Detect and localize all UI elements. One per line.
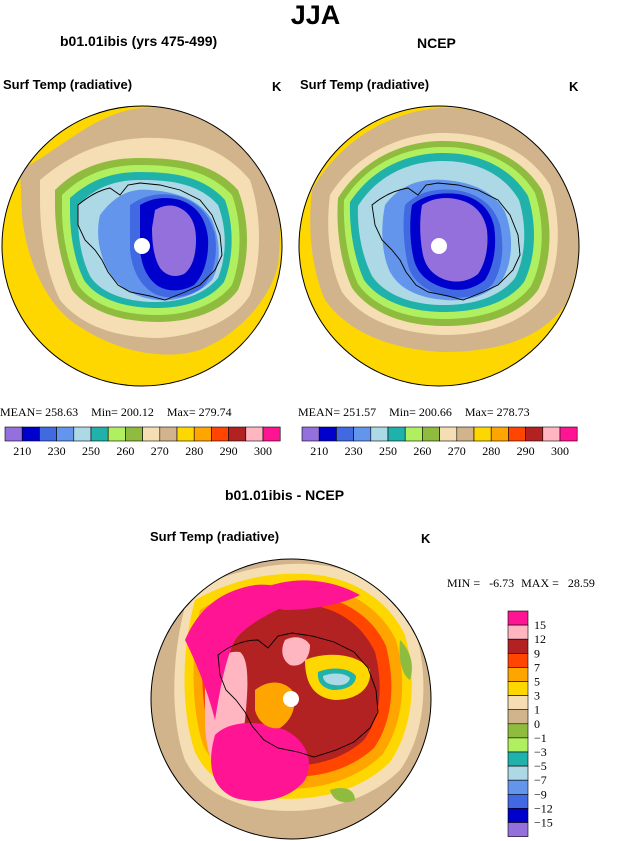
model-colorbar-tick-label: 250 — [82, 444, 100, 458]
model-max-value: 279.74 — [198, 405, 232, 419]
model-colorbar-tick-label: 230 — [48, 444, 66, 458]
diff-colorbar-tick-label: 3 — [534, 689, 540, 703]
diff-colorbar-tick-label: −9 — [534, 787, 547, 801]
diff-colorbar-tick-label: 9 — [534, 646, 540, 660]
diff-min-label: MIN = — [447, 576, 481, 590]
model-min-label: Min= — [91, 405, 118, 419]
diff-colorbar-tick-label: −15 — [534, 816, 553, 830]
model-colorbar-tick-label: 260 — [116, 444, 134, 458]
diff-max-label: MAX = — [521, 576, 559, 590]
model-colorbar-swatch — [262, 426, 281, 442]
obs-colorbar-tick-label: 280 — [482, 444, 500, 458]
diff-min-value: -6.73 — [489, 576, 515, 590]
page-title: JJA — [290, 0, 341, 30]
obs-colorbar-tick-label: 260 — [413, 444, 431, 458]
model-max-label: Max= — [166, 405, 196, 419]
diff-variable-label: Surf Temp (radiative) — [150, 529, 280, 544]
diff-colorbar-swatch — [507, 709, 529, 725]
obs-colorbar-tick-label: 300 — [551, 444, 569, 458]
diff-colorbar-tick-label: −1 — [534, 731, 547, 745]
model-variable-label: Surf Temp (radiative) — [3, 77, 133, 92]
model-colorbar-tick-label: 280 — [185, 444, 203, 458]
obs-mean-label: MEAN= — [298, 405, 341, 419]
obs-colorbar-tick-label: 250 — [379, 444, 397, 458]
obs-min-label: Min= — [389, 405, 416, 419]
diff-colorbar-tick-label: 12 — [534, 632, 546, 646]
diff-colorbar-swatch — [507, 638, 529, 654]
obs-panel-title: NCEP — [417, 35, 456, 51]
diff-units-label: K — [421, 531, 431, 546]
obs-variable-label: Surf Temp (radiative) — [300, 77, 430, 92]
model-colorbar-tick-label: 270 — [151, 444, 169, 458]
diff-colorbar-swatch — [507, 822, 529, 837]
model-min-value: 200.12 — [120, 405, 154, 419]
obs-colorbar-tick-label: 290 — [517, 444, 535, 458]
obs-colorbar-swatch — [559, 426, 578, 442]
diff-colorbar-swatch — [507, 765, 529, 781]
diff-colorbar-swatch — [507, 667, 529, 682]
diff-colorbar-tick-label: 7 — [534, 660, 540, 674]
diff-colorbar-swatch — [507, 751, 529, 767]
obs-mean-value: 251.57 — [343, 405, 377, 419]
diff-stats: MIN = -6.73 MAX = 28.59 — [447, 576, 595, 591]
model-colorbar-tick-label: 300 — [254, 444, 272, 458]
obs-max-label: Max= — [464, 405, 494, 419]
diff-colorbar-tick-label: −12 — [534, 801, 553, 815]
obs-colorbar-tick-label: 270 — [448, 444, 466, 458]
model-mean-label: MEAN= — [0, 405, 43, 419]
obs-max-value: 278.73 — [496, 405, 530, 419]
model-colorbar-tick-label: 290 — [220, 444, 238, 458]
model-mean-value: 258.63 — [45, 405, 79, 419]
diff-colorbar-swatch — [507, 610, 529, 626]
diff-max-value: 28.59 — [567, 576, 595, 590]
diff-panel-title: b01.01ibis - NCEP — [225, 487, 345, 503]
diff-colorbar-tick-label: 0 — [534, 717, 540, 731]
diff-colorbar-swatch — [507, 624, 529, 640]
diff-colorbar-swatch — [507, 779, 529, 795]
diff-colorbar-swatch — [507, 737, 529, 753]
model-colorbar-tick-label: 210 — [13, 444, 31, 458]
diff-colorbar-swatch — [507, 794, 529, 809]
obs-colorbar-tick-label: 230 — [345, 444, 363, 458]
model-stats: MEAN= 258.63 Min= 200.12 Max= 279.74 — [0, 405, 232, 420]
diff-colorbar-tick-label: −3 — [534, 745, 547, 759]
diff-colorbar-tick-label: 15 — [534, 618, 546, 632]
diff-colorbar-tick-label: 1 — [534, 703, 540, 717]
diff-colorbar-tick-label: 5 — [534, 675, 540, 689]
obs-min-value: 200.66 — [418, 405, 452, 419]
model-colorbar: 210 230 250 260 270 280 290 300 — [4, 426, 281, 458]
diff-colorbar-tick-label: −5 — [534, 759, 547, 773]
obs-stats: MEAN= 251.57 Min= 200.66 Max= 278.73 — [298, 405, 530, 420]
diff-colorbar-tick-label: −7 — [534, 773, 547, 787]
obs-colorbar-tick-label: 210 — [310, 444, 328, 458]
diff-colorbar-swatch — [507, 695, 529, 710]
obs-units-label: K — [569, 79, 579, 94]
model-units-label: K — [272, 79, 282, 94]
diff-colorbar-swatch — [507, 681, 529, 696]
obs-colorbar: 210 230 250 260 270 280 290 300 — [301, 426, 578, 458]
diff-colorbar-swatch — [507, 808, 529, 823]
diff-colorbar-swatch — [507, 723, 529, 739]
model-panel-title: b01.01ibis (yrs 475-499) — [60, 33, 218, 49]
diff-colorbar-swatch — [507, 652, 529, 668]
